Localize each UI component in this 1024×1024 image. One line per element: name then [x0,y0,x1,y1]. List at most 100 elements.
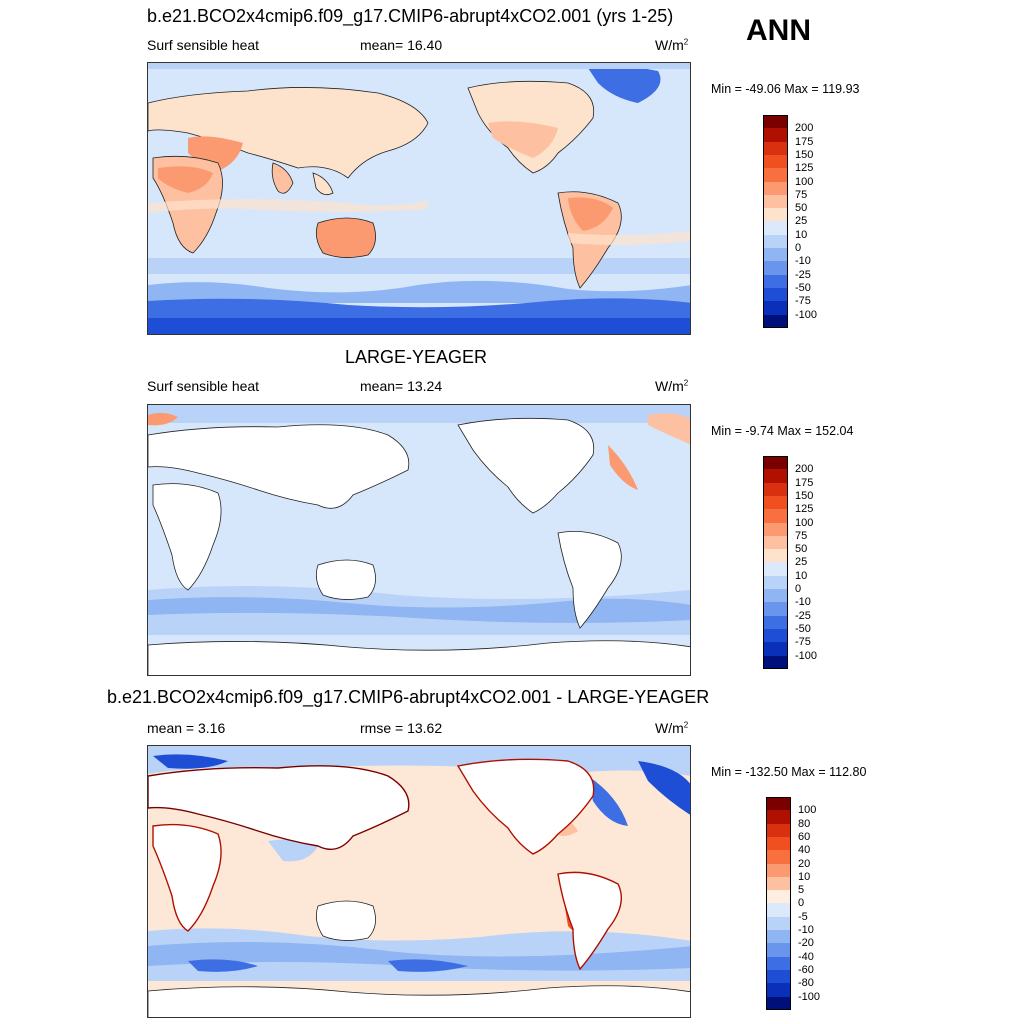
colorbar-tick-label: 50 [795,202,808,215]
panel-3-rmse-label: rmse = 13.62 [360,720,443,736]
colorbar-swatch [763,628,788,643]
colorbar-swatch [763,168,788,182]
colorbar-swatch [763,495,788,510]
africa-land [152,823,222,932]
colorbar-swatch [766,850,791,864]
colorbar-tick-label: 50 [795,543,808,556]
colorbar-swatch [766,943,791,958]
colorbar-tick-label: -10 [795,255,811,268]
colorbar-tick-label: -25 [795,268,811,281]
colorbar-tick-label: 100 [798,804,817,817]
colorbar-tick-label: -75 [795,295,811,308]
panel-2-colorbar: 200 175 150 125 100 75 50 25 10 0 -10 -25 -50 -75 -100 [763,456,873,671]
colorbar-swatch [763,194,788,209]
panel-2-map [147,404,691,676]
panel-1-map-canvas [148,63,690,334]
colorbar-swatch [763,301,788,315]
colorbar-swatch [763,274,788,289]
colorbar-swatch [763,314,788,329]
colorbar-swatch [763,261,788,276]
colorbar-swatch [763,482,788,497]
colorbar-swatch [766,969,791,984]
colorbar-tick-label: 200 [795,122,814,135]
panel-2-mean-label: mean= 13.24 [360,378,443,394]
colorbar-swatch [763,181,788,196]
season-label: ANN [746,14,811,47]
colorbar-swatch [763,535,788,550]
panel-1-minmax: Min = -49.06 Max = 119.93 [711,82,860,96]
colorbar-swatch [763,562,788,577]
colorbar-tick-label: 20 [798,857,811,870]
colorbar-tick-label: 10 [795,569,808,582]
colorbar-swatch [763,549,788,563]
panel-2-variable-label: Surf sensible heat [147,378,260,394]
antarctica-land [148,985,690,1017]
colorbar-swatch [766,930,791,944]
colorbar-tick-label: 25 [795,556,808,569]
australia-land [315,559,376,600]
eurasia-land [148,424,410,509]
colorbar-tick-label: 150 [795,148,814,161]
panel-1-mean-label: mean= 16.40 [360,37,443,53]
colorbar-swatch [766,797,791,811]
panel-3-colorbar: 100 80 60 40 20 10 5 0 -5 -10 -20 -40 -60 -80 -100 [766,797,876,1012]
colorbar-tick-label: 0 [798,897,805,910]
colorbar-tick-label: -5 [798,910,808,923]
colorbar-swatch [763,287,788,302]
africa-land [152,483,222,591]
colorbar-tick-label: -10 [795,596,811,609]
colorbar-swatch [763,248,788,262]
panel-2-title: LARGE-YEAGER [345,347,488,367]
colorbar-swatch [763,234,788,249]
south-america-land [557,871,622,971]
colorbar-swatch [766,823,791,838]
colorbar-tick-label: -40 [798,950,814,963]
colorbar-tick-label: 200 [795,463,814,476]
colorbar-swatch [763,642,788,656]
colorbar-swatch [763,509,788,523]
panel-3-title: b.e21.BCO2x4cmip6.f09_g17.CMIP6-abrupt4x… [107,687,710,707]
greenland-field [588,66,661,103]
colorbar-swatch [763,575,788,590]
colorbar-swatch [766,996,791,1011]
colorbar-tick-label: 5 [798,884,805,897]
colorbar-swatch [766,956,791,971]
colorbar-tick-label: 0 [795,583,802,595]
colorbar-tick-label: -25 [795,609,811,622]
colorbar-swatch [766,810,791,825]
colorbar-tick-label: -20 [798,937,814,950]
north-america-land [456,758,595,855]
colorbar-tick-label: 100 [795,175,814,188]
colorbar-swatch [766,876,791,891]
australia-land [315,900,376,941]
colorbar-tick-label: 150 [795,489,814,502]
colorbar-swatch [766,836,791,851]
colorbar-swatch [763,456,788,470]
colorbar-swatch [766,863,791,878]
colorbar-swatch [763,115,788,129]
colorbar-tick-label: -50 [795,622,811,635]
colorbar-tick-label: 100 [795,516,814,529]
panel-1-variable-label: Surf sensible heat [147,37,260,53]
colorbar-tick-label: 40 [798,844,811,857]
colorbar-swatch [763,154,788,169]
colorbar-tick-label: 0 [795,242,802,254]
colorbar-swatch [763,589,788,603]
colorbar-swatch [766,890,791,904]
colorbar-tick-label: 25 [795,215,808,228]
north-america-land [457,417,595,514]
antarctica-land [148,640,690,675]
colorbar-swatch [763,208,788,222]
panel-1-colorbar: 200 175 150 125 100 75 50 25 10 0 -10 -25 -50 -75 -100 [763,115,873,330]
colorbar-tick-label: 175 [795,476,814,489]
colorbar-tick-label: 75 [795,188,808,201]
colorbar-tick-label: -100 [795,308,818,321]
colorbar-swatch [763,655,788,670]
colorbar-swatch [763,141,788,156]
colorbar-tick-label: -60 [798,963,814,976]
eurasia-land [148,765,410,850]
colorbar-swatch [763,469,788,484]
colorbar-tick-label: 75 [795,529,808,542]
colorbar-tick-label: -80 [798,977,814,990]
colorbar-tick-label: -75 [795,636,811,649]
